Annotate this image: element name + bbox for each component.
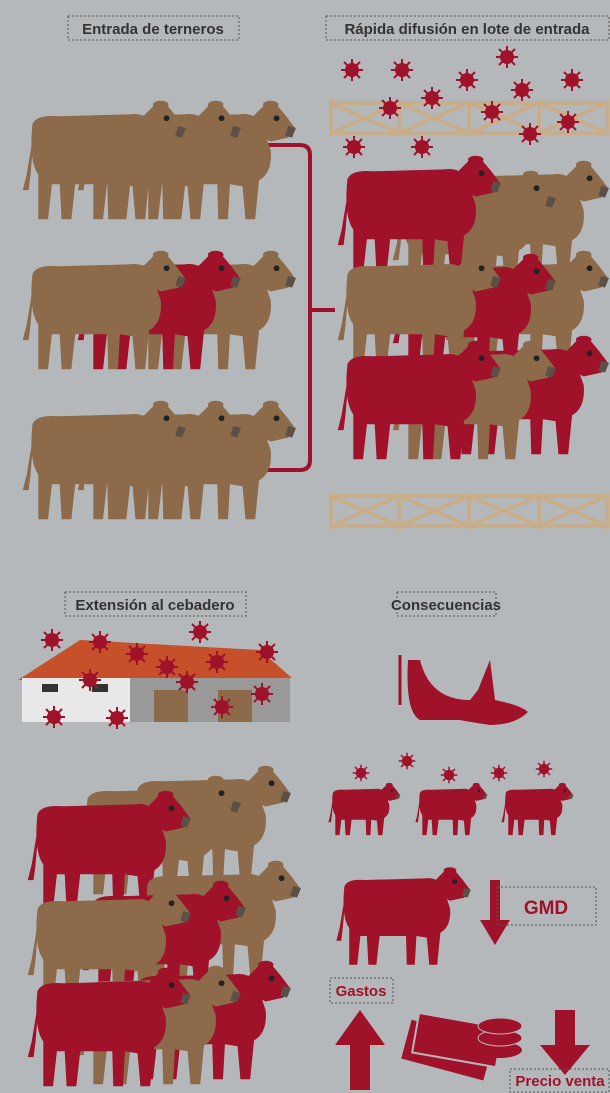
sick-calves <box>328 753 573 835</box>
cow-group <box>338 156 609 460</box>
label: Extensión al cebadero <box>75 597 234 614</box>
infographic: Entrada de terneros Rápida difusión en l… <box>0 0 610 1093</box>
label: Entrada de terneros <box>82 21 224 38</box>
cow-icon <box>336 867 470 965</box>
hide-icon <box>400 655 528 725</box>
cow-group <box>23 251 296 370</box>
label: GMD <box>524 898 568 919</box>
label: Rápida difusión en lote de entrada <box>344 21 590 38</box>
barn <box>18 640 292 722</box>
cow-group <box>23 401 296 520</box>
down-arrow <box>540 1010 590 1075</box>
up-arrow <box>335 1010 385 1090</box>
cow-group <box>28 766 301 1087</box>
label: Gastos <box>336 983 387 1000</box>
label: Consecuencias <box>391 597 501 614</box>
money-icon <box>401 1013 522 1080</box>
cow-group <box>23 101 296 220</box>
fence <box>329 493 609 529</box>
label: Precio venta <box>515 1073 605 1090</box>
down-arrow <box>480 880 510 945</box>
